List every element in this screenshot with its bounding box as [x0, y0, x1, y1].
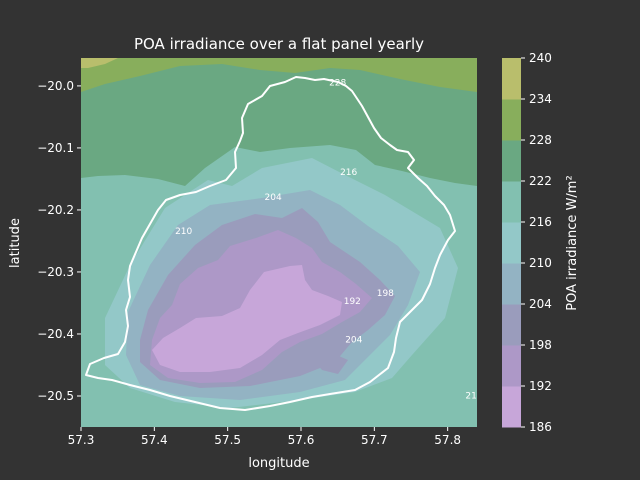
colorbar-segment: [502, 263, 521, 305]
contour-band-234-240: [81, 58, 118, 68]
y-axis: −20.0 −20.1 −20.2 −20.3 −20.4 −20.5: [37, 79, 81, 403]
contour-band-198-204-south: [312, 352, 348, 374]
colorbar-tick-label: 198: [529, 338, 552, 352]
colorbar-tick-label: 216: [529, 215, 552, 229]
colorbar-tick-label: 204: [529, 297, 552, 311]
y-tick-label: −20.1: [37, 141, 74, 155]
y-axis-label: latitude: [8, 218, 23, 268]
contour-label: 228: [329, 78, 346, 88]
contour-label: 216: [340, 168, 357, 178]
colorbar-segment: [502, 140, 521, 182]
contour-label: 204: [265, 193, 282, 203]
y-tick-label: −20.2: [37, 203, 74, 217]
colorbar-segment: [502, 386, 521, 428]
x-axis: 57.3 57.4 57.5 57.6 57.7 57.8: [68, 427, 461, 447]
x-tick-label: 57.7: [361, 433, 388, 447]
contour-label: 21: [465, 391, 476, 401]
contour-band-186-192: [152, 265, 342, 372]
colorbar-segment: [502, 181, 521, 223]
colorbar-tick-label: 192: [529, 379, 552, 393]
colorbar-tick-label: 222: [529, 174, 552, 188]
colorbar-tick-label: 240: [529, 51, 552, 65]
colorbar: 186 192 198 204 210 216 222 228 234 240: [502, 51, 552, 434]
colorbar-tick-label: 234: [529, 92, 552, 106]
colorbar-segment: [502, 99, 521, 141]
x-tick-label: 57.6: [288, 433, 315, 447]
contour-label: 192: [344, 297, 361, 307]
colorbar-segment: [502, 304, 521, 346]
colorbar-label: POA irradiance W/m²: [565, 175, 580, 310]
colorbar-segment: [502, 345, 521, 387]
x-tick-label: 57.8: [434, 433, 461, 447]
colorbar-tick-label: 186: [529, 420, 552, 434]
x-tick-label: 57.3: [68, 433, 95, 447]
plot-area: [81, 58, 477, 427]
contour-label-layer: 228 216 204 210 198 192 204 21: [175, 78, 477, 401]
y-tick-label: −20.3: [37, 265, 74, 279]
x-axis-label: longitude: [248, 456, 309, 471]
contour-band-222-228: [81, 58, 477, 186]
contour-label: 198: [377, 289, 394, 299]
y-tick-label: −20.4: [37, 327, 74, 341]
contour-label: 210: [175, 227, 192, 237]
colorbar-tick-label: 210: [529, 256, 552, 270]
x-tick-label: 57.4: [141, 433, 168, 447]
colorbar-segment: [502, 222, 521, 264]
coastline: [85, 76, 456, 411]
y-tick-label: −20.0: [37, 79, 74, 93]
contour-band-228-234: [81, 58, 477, 92]
chart-title: POA irradiance over a flat panel yearly: [134, 35, 424, 53]
colorbar-tick-label: 228: [529, 133, 552, 147]
x-tick-label: 57.5: [214, 433, 241, 447]
colorbar-segment: [502, 58, 521, 100]
contour-label: 204: [345, 336, 362, 346]
y-tick-label: −20.5: [37, 389, 74, 403]
